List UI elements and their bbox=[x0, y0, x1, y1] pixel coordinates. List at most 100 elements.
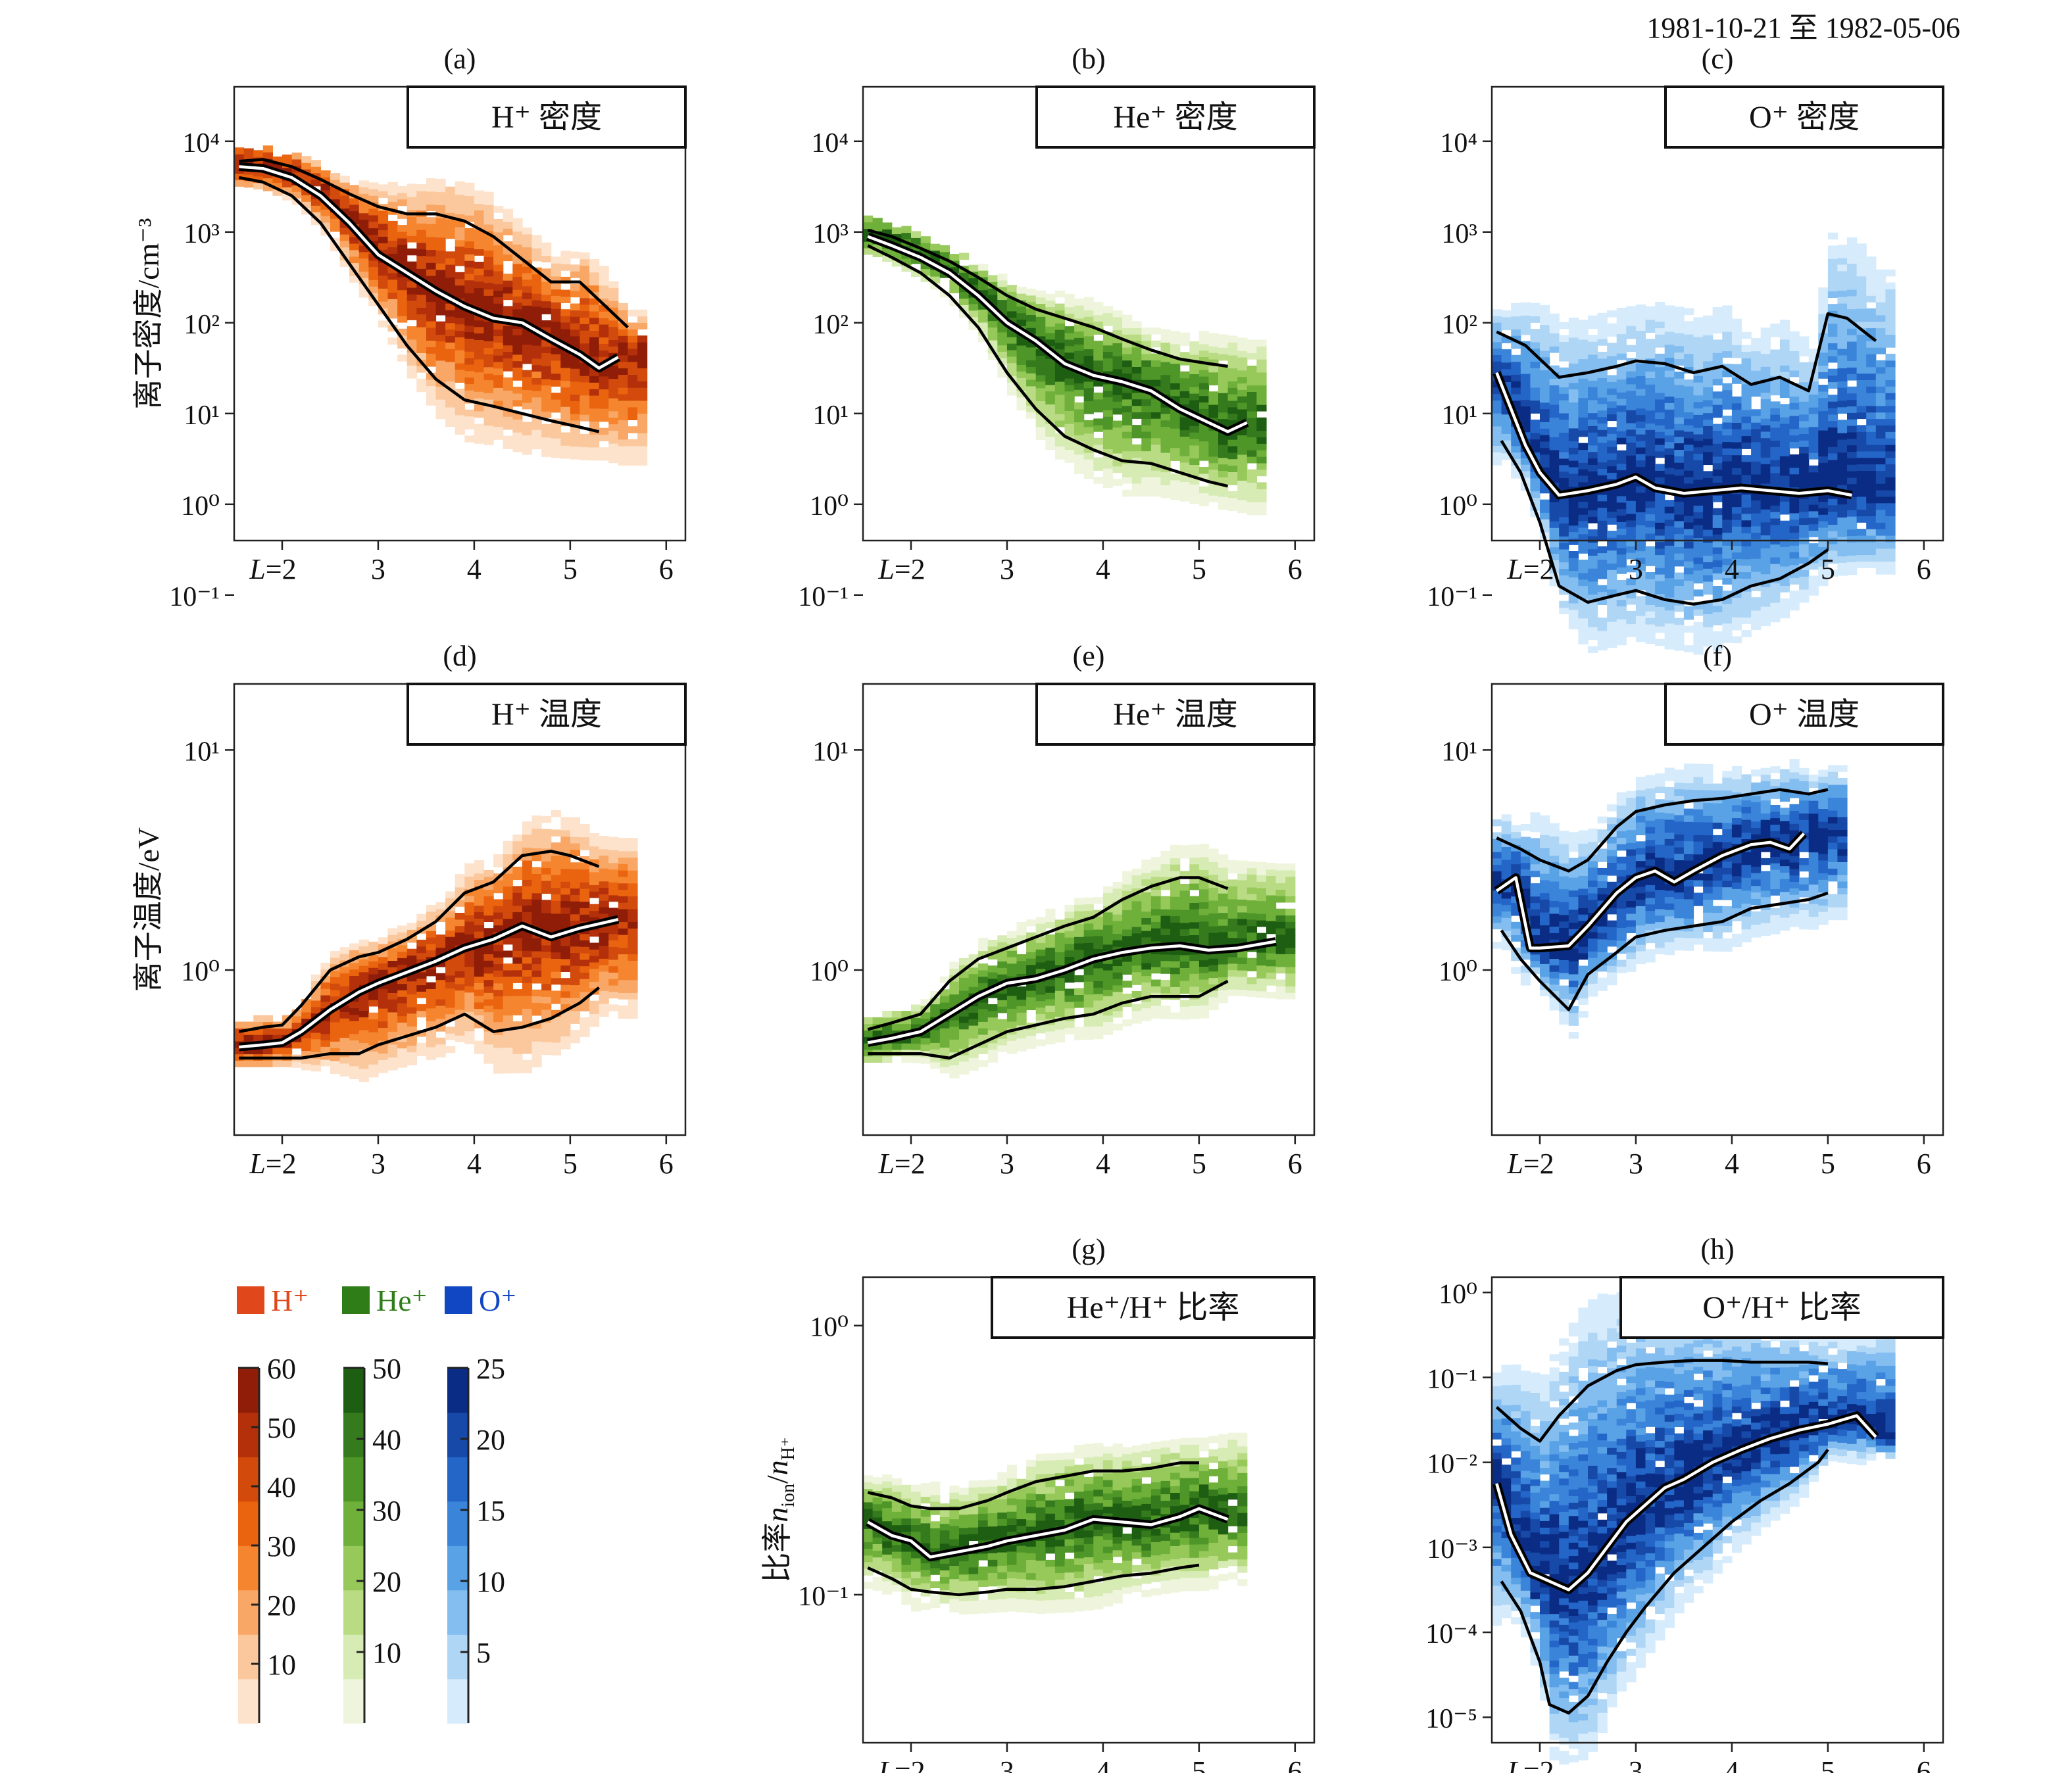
heatmap-cell bbox=[911, 1017, 922, 1025]
heatmap-cell bbox=[1588, 419, 1598, 426]
heatmap-cell bbox=[522, 950, 533, 958]
heatmap-cell bbox=[1837, 458, 1848, 466]
heatmap-cell bbox=[1789, 441, 1800, 449]
heatmap-cell bbox=[1198, 447, 1210, 454]
heatmap-cell bbox=[464, 208, 475, 216]
heatmap-cell bbox=[1856, 393, 1867, 400]
heatmap-cell bbox=[1198, 473, 1210, 481]
heatmap-cell bbox=[1789, 467, 1800, 475]
heatmap-cell bbox=[1597, 391, 1608, 398]
heatmap-cell bbox=[1722, 389, 1733, 397]
heatmap-cell bbox=[1635, 596, 1646, 603]
heatmap-cell bbox=[1885, 393, 1896, 400]
heatmap-cell bbox=[503, 840, 513, 848]
heatmap-cell bbox=[1170, 428, 1181, 435]
heatmap-cell bbox=[1770, 408, 1781, 415]
heatmap-cell bbox=[1607, 621, 1617, 629]
heatmap-cell bbox=[628, 342, 638, 349]
heatmap-cell bbox=[1731, 597, 1742, 604]
heatmap-cell bbox=[493, 283, 504, 291]
heatmap-cell bbox=[387, 954, 398, 961]
heatmap-cell bbox=[1218, 431, 1229, 439]
heatmap-cell bbox=[1102, 462, 1114, 469]
heatmap-cell bbox=[1703, 315, 1714, 323]
heatmap-cell bbox=[1635, 505, 1646, 512]
heatmap-cell bbox=[493, 219, 504, 226]
heatmap-cell bbox=[512, 1040, 523, 1048]
heatmap-cell bbox=[358, 245, 369, 253]
heatmap-cell bbox=[551, 862, 561, 869]
heatmap-cell bbox=[1597, 507, 1608, 514]
heatmap-cell bbox=[1102, 390, 1114, 398]
heatmap-cell bbox=[387, 1057, 398, 1064]
heatmap-cell bbox=[1741, 422, 1752, 430]
heatmap-cell bbox=[493, 310, 504, 317]
heatmap-cell bbox=[1722, 493, 1733, 500]
heatmap-cell bbox=[464, 1031, 475, 1038]
heatmap-cell bbox=[330, 951, 341, 958]
heatmap-cell bbox=[1588, 393, 1598, 401]
heatmap-cell bbox=[1246, 489, 1257, 496]
heatmap-cell bbox=[1751, 623, 1762, 631]
heatmap-cell bbox=[1818, 397, 1829, 405]
heatmap-cell bbox=[493, 225, 504, 233]
heatmap-cell bbox=[397, 283, 408, 291]
heatmap-cell bbox=[1847, 283, 1858, 290]
heatmap-cell bbox=[1837, 342, 1848, 349]
heatmap-cell bbox=[522, 840, 533, 848]
heatmap-cell bbox=[1246, 482, 1257, 489]
heatmap-cell bbox=[589, 852, 600, 860]
heatmap-cell bbox=[608, 404, 619, 412]
heatmap-cell bbox=[1731, 377, 1742, 384]
heatmap-cell bbox=[608, 946, 619, 954]
heatmap-cell bbox=[464, 286, 475, 293]
heatmap-cell bbox=[1837, 406, 1848, 414]
heatmap-cell bbox=[1731, 396, 1742, 404]
heatmap-cell bbox=[599, 454, 609, 461]
heatmap-cell bbox=[282, 167, 293, 175]
heatmap-cell bbox=[570, 387, 581, 395]
heatmap-cell bbox=[301, 1005, 312, 1013]
heatmap-cell bbox=[1064, 988, 1075, 996]
heatmap-cell bbox=[512, 237, 523, 245]
heatmap-cell bbox=[987, 320, 998, 328]
heatmap-cell bbox=[1827, 375, 1838, 383]
heatmap-cell bbox=[1683, 502, 1694, 510]
heatmap-cell bbox=[628, 368, 638, 375]
heatmap-cell bbox=[1237, 415, 1248, 423]
heatmap-cell bbox=[474, 268, 485, 276]
heatmap-cell bbox=[1664, 461, 1675, 468]
heatmap-cell bbox=[872, 1043, 883, 1050]
heatmap-cell bbox=[455, 964, 465, 971]
heatmap-cell bbox=[599, 958, 609, 965]
heatmap-cell bbox=[1102, 397, 1114, 404]
heatmap-cell bbox=[445, 923, 456, 931]
heatmap-cell bbox=[349, 1027, 360, 1034]
y-tick-label: 10⁻¹ bbox=[169, 582, 220, 612]
heatmap-cell bbox=[474, 873, 485, 881]
heatmap-cell bbox=[1578, 391, 1589, 399]
heatmap-cell bbox=[445, 994, 456, 1002]
heatmap-cell bbox=[608, 320, 619, 328]
heatmap-cell bbox=[589, 343, 600, 351]
heatmap-cell bbox=[1799, 401, 1810, 408]
heatmap-cell bbox=[1568, 343, 1579, 351]
heatmap-cell bbox=[872, 250, 883, 257]
heatmap-cell bbox=[589, 981, 600, 988]
heatmap-cell bbox=[1655, 554, 1665, 562]
heatmap-cell bbox=[1578, 475, 1589, 483]
heatmap-cell bbox=[503, 1060, 513, 1067]
heatmap-cell bbox=[1256, 482, 1267, 489]
heatmap-cell bbox=[1607, 329, 1617, 337]
heatmap-cell bbox=[628, 1011, 638, 1019]
heatmap-cell bbox=[1789, 525, 1800, 533]
heatmap-cell bbox=[1856, 496, 1867, 504]
heatmap-cell bbox=[1712, 586, 1723, 593]
heatmap-cell bbox=[1616, 580, 1627, 587]
heatmap-cell bbox=[522, 1040, 533, 1048]
heatmap-cell bbox=[358, 939, 369, 947]
heatmap-cell bbox=[1492, 452, 1502, 459]
heatmap-cell bbox=[939, 1047, 950, 1054]
heatmap-cell bbox=[493, 957, 504, 964]
heatmap-cell bbox=[310, 1032, 321, 1040]
